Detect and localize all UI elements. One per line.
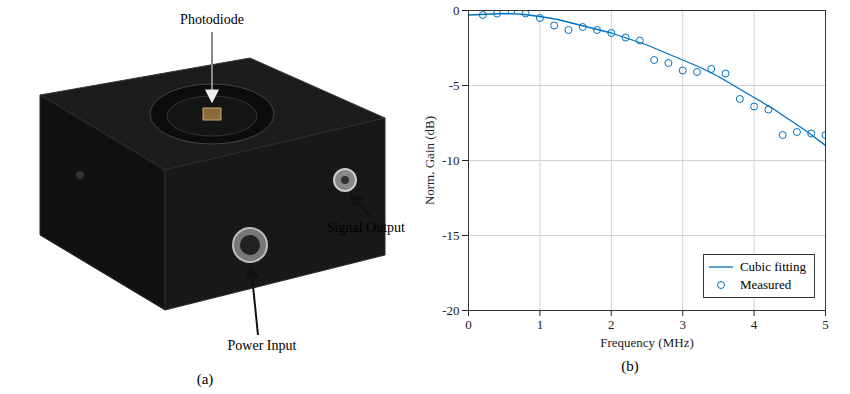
svg-text:3: 3 [679,317,686,332]
svg-text:Frequency (MHz): Frequency (MHz) [600,335,694,350]
svg-text:0: 0 [453,3,460,18]
html-text:(b): (b) [621,358,639,374]
svg-text:4: 4 [751,317,758,332]
svg-text:-20: -20 [442,303,459,318]
svg-text:Power Input: Power Input [228,338,297,353]
svg-text:Photodiode: Photodiode [180,12,244,27]
svg-text:(a): (a) [197,371,214,388]
html-text:Cubic fitting: Cubic fitting [739,259,806,274]
svg-text:5: 5 [822,317,829,332]
svg-text:Norm. Gain (dB): Norm. Gain (dB) [422,116,437,205]
svg-text:0: 0 [465,317,472,332]
svg-text:-10: -10 [442,153,459,168]
svg-text:2: 2 [608,317,615,332]
svg-text:-15: -15 [442,228,459,243]
svg-text:Signal Output: Signal Output [327,220,405,235]
svg-text:-5: -5 [449,78,460,93]
svg-text:1: 1 [537,317,544,332]
html-text:Measured: Measured [739,277,792,292]
